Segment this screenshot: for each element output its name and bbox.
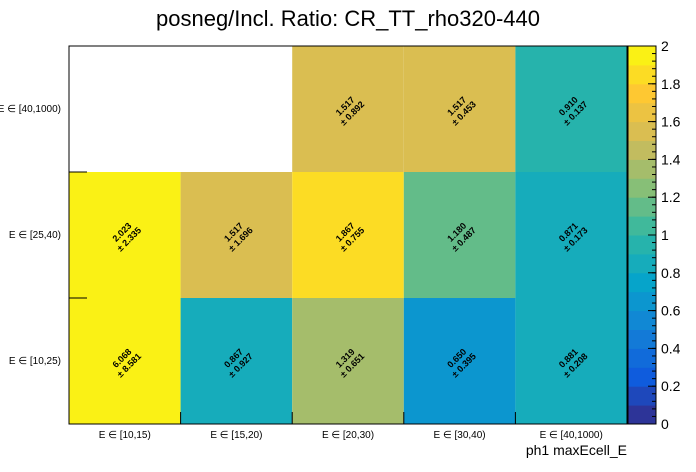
y-tick-labels: E ∈ [10,25) E ∈ [25,40) E ∈ [40,1000): [0, 104, 61, 367]
colorbar-band: [628, 405, 656, 425]
colorbar-tick-label: 1.8: [661, 76, 681, 92]
heatmap-cell: [403, 46, 516, 172]
colorbar-tick-label: 0.6: [661, 303, 681, 319]
heatmap-cell: [403, 298, 516, 424]
colorbar-tick-label: 0.4: [661, 340, 681, 356]
colorbar: 0 0.2 0.4 0.6 0.8 1 1.2 1.4 1.6 1.8 2: [627, 38, 681, 432]
heatmap-cell: [292, 172, 404, 298]
x-tick-label: E ∈ [40,1000): [540, 430, 603, 441]
x-tick-labels: E ∈ [10,15) E ∈ [15,20) E ∈ [20,30) E ∈ [30…: [99, 430, 603, 441]
x-tick-label: E ∈ [30,40): [434, 430, 486, 441]
colorbar-band: [628, 329, 656, 349]
colorbar-band: [628, 159, 656, 179]
colorbar-band: [628, 367, 656, 387]
colorbar-band: [628, 253, 656, 274]
heatmap-cell: [403, 172, 516, 298]
plot-frame: [68, 45, 628, 425]
y-tick-label: E ∈ [25,40): [9, 230, 61, 241]
heatmap-cell: [515, 172, 627, 298]
colorbar-tick-label: 0.8: [661, 265, 681, 281]
colorbar-band: [628, 140, 656, 160]
colorbar-tick-label: 1.4: [661, 151, 681, 167]
x-tick-label: E ∈ [15,20): [210, 430, 262, 441]
colorbar-tick-label: 2: [661, 38, 669, 54]
colorbar-band: [628, 121, 656, 141]
colorbar-tick-label: 0: [661, 416, 669, 432]
colorbar-band: [628, 348, 656, 368]
heatmap-cell: [515, 46, 627, 172]
colorbar-tick-label: 1.6: [661, 114, 681, 130]
colorbar-tick-label: 1: [661, 227, 669, 243]
colorbar-band: [628, 83, 656, 104]
colorbar-band: [628, 272, 656, 293]
colorbar-band: [628, 178, 656, 198]
colorbar-band: [628, 386, 656, 406]
heatmap-cell: [292, 46, 404, 172]
heatmap-cell: [69, 172, 181, 298]
colorbar-band: [628, 310, 656, 330]
heatmap-cell: [180, 172, 293, 298]
heatmap-cell: [292, 298, 404, 424]
y-tick-label: E ∈ [10,25): [9, 356, 61, 367]
chart-title: posneg/Incl. Ratio: CR_TT_rho320-440: [156, 6, 540, 31]
y-tick-label: E ∈ [40,1000): [0, 104, 61, 115]
colorbar-band: [628, 216, 656, 236]
heatmap-cell: [515, 298, 627, 424]
colorbar-band: [628, 197, 656, 217]
colorbar-band: [628, 102, 656, 123]
x-tick-label: E ∈ [10,15): [99, 430, 151, 441]
colorbar-tick-label: 1.2: [661, 189, 681, 205]
heatmap-cell: [69, 298, 181, 424]
x-tick-label: E ∈ [20,30): [322, 430, 374, 441]
heatmap-cells: 6.068± 8.581 0.867± 0.927 1.319± 0.651 0.65…: [69, 46, 627, 424]
colorbar-band: [628, 46, 656, 66]
colorbar-band: [628, 235, 656, 255]
colorbar-band: [628, 64, 656, 85]
x-axis-title: ph1 maxEcell_E: [526, 442, 627, 458]
colorbar-tick-label: 0.2: [661, 378, 681, 394]
colorbar-band: [628, 291, 656, 312]
heatmap-cell: [180, 298, 293, 424]
